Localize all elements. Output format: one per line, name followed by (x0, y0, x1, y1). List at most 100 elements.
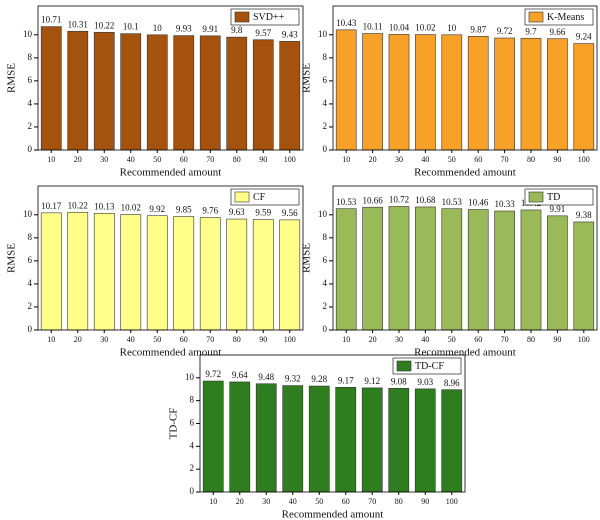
y-tick-label: 2 (28, 121, 33, 131)
x-tick-label: 40 (289, 497, 297, 506)
bar (520, 209, 542, 331)
x-tick-label: 20 (74, 335, 82, 344)
bar (229, 381, 251, 493)
y-tick-label: 0 (190, 486, 195, 496)
bar (252, 219, 274, 331)
x-tick-label: 100 (284, 335, 296, 344)
x-tick-label: 80 (395, 497, 403, 506)
x-tick-label: 50 (448, 155, 456, 164)
value-label: 10.46 (468, 198, 489, 208)
x-tick-label: 60 (474, 155, 482, 164)
value-label: 9.91 (550, 204, 566, 214)
y-tick-label: 0 (28, 144, 33, 154)
bar (93, 31, 115, 151)
value-label: 10.72 (389, 195, 409, 205)
y-tick-label: 4 (28, 278, 33, 288)
value-label: 10.04 (389, 22, 410, 32)
x-tick-label: 70 (501, 335, 509, 344)
x-tick-label: 90 (421, 497, 429, 506)
value-label: 10.22 (94, 20, 114, 30)
bar (120, 33, 142, 151)
x-tick-label: 100 (284, 155, 296, 164)
bar (415, 206, 436, 331)
bar (573, 43, 595, 151)
value-label: 9.59 (255, 208, 271, 218)
plot-frame (37, 5, 304, 151)
y-axis-title: TD-CF (168, 408, 180, 440)
x-tick-label: 70 (501, 155, 509, 164)
value-label: 9.12 (364, 376, 380, 386)
legend-swatch (234, 11, 250, 23)
bar (40, 26, 62, 151)
bar (335, 29, 357, 151)
x-tick-label: 30 (100, 335, 108, 344)
y-tick-label: 4 (323, 278, 328, 288)
bar (362, 206, 383, 331)
bar (362, 33, 383, 151)
y-tick-label: 0 (323, 324, 328, 334)
x-tick-label: 40 (127, 335, 135, 344)
x-tick-label: 100 (446, 497, 458, 506)
bar (199, 217, 221, 331)
x-axis-title: Recommended amount (414, 347, 516, 359)
value-label: 9.72 (497, 26, 513, 36)
value-label: 9.72 (205, 369, 221, 379)
y-tick-label: 6 (323, 255, 328, 265)
x-tick-label: 80 (233, 335, 241, 344)
y-tick-label: 8 (28, 52, 33, 62)
bar (388, 34, 410, 151)
bar (467, 209, 489, 331)
bar (414, 388, 436, 493)
bar (441, 34, 463, 151)
value-label: 9.8 (231, 25, 243, 35)
x-tick-label: 70 (206, 335, 214, 344)
bar (226, 36, 248, 151)
bar (415, 34, 436, 151)
y-tick-label: 2 (323, 301, 328, 311)
x-tick-label: 100 (578, 335, 590, 344)
x-tick-label: 40 (421, 335, 429, 344)
value-label: 9.87 (470, 24, 486, 34)
x-tick-label: 60 (180, 335, 188, 344)
plot-frame (199, 354, 466, 493)
y-axis-title: RMSE (6, 243, 18, 273)
y-tick-label: 2 (28, 301, 33, 311)
value-label: 9.28 (311, 374, 327, 384)
legend-swatch (234, 191, 250, 203)
x-tick-label: 90 (553, 155, 561, 164)
value-label: 10 (447, 23, 457, 33)
value-label: 9.66 (550, 27, 566, 37)
x-tick-label: 20 (236, 497, 244, 506)
value-label: 10.17 (41, 201, 62, 211)
x-tick-label: 90 (553, 335, 561, 344)
x-tick-label: 20 (369, 335, 377, 344)
value-label: 9.38 (576, 210, 592, 220)
legend-label: CF (253, 192, 266, 203)
bar (93, 213, 115, 331)
bar (282, 385, 304, 493)
bar (494, 37, 515, 151)
x-tick-label: 60 (342, 497, 350, 506)
x-tick-label: 40 (421, 155, 429, 164)
y-tick-label: 8 (323, 232, 328, 242)
x-tick-label: 50 (315, 497, 323, 506)
y-axis-title: RMSE (301, 63, 313, 93)
value-label: 10 (153, 23, 163, 33)
x-tick-label: 10 (342, 155, 350, 164)
value-label: 9.08 (391, 376, 407, 386)
bar (388, 388, 410, 493)
x-tick-label: 30 (100, 155, 108, 164)
bar (573, 221, 595, 331)
legend-swatch (528, 11, 544, 23)
y-tick-label: 10 (23, 29, 33, 39)
x-tick-label: 50 (153, 155, 161, 164)
x-tick-label: 20 (369, 155, 377, 164)
bar (547, 38, 568, 151)
x-tick-label: 70 (368, 497, 376, 506)
y-tick-label: 6 (323, 75, 328, 85)
value-label: 10.43 (336, 18, 357, 28)
bar (146, 34, 168, 151)
bar (120, 214, 142, 331)
